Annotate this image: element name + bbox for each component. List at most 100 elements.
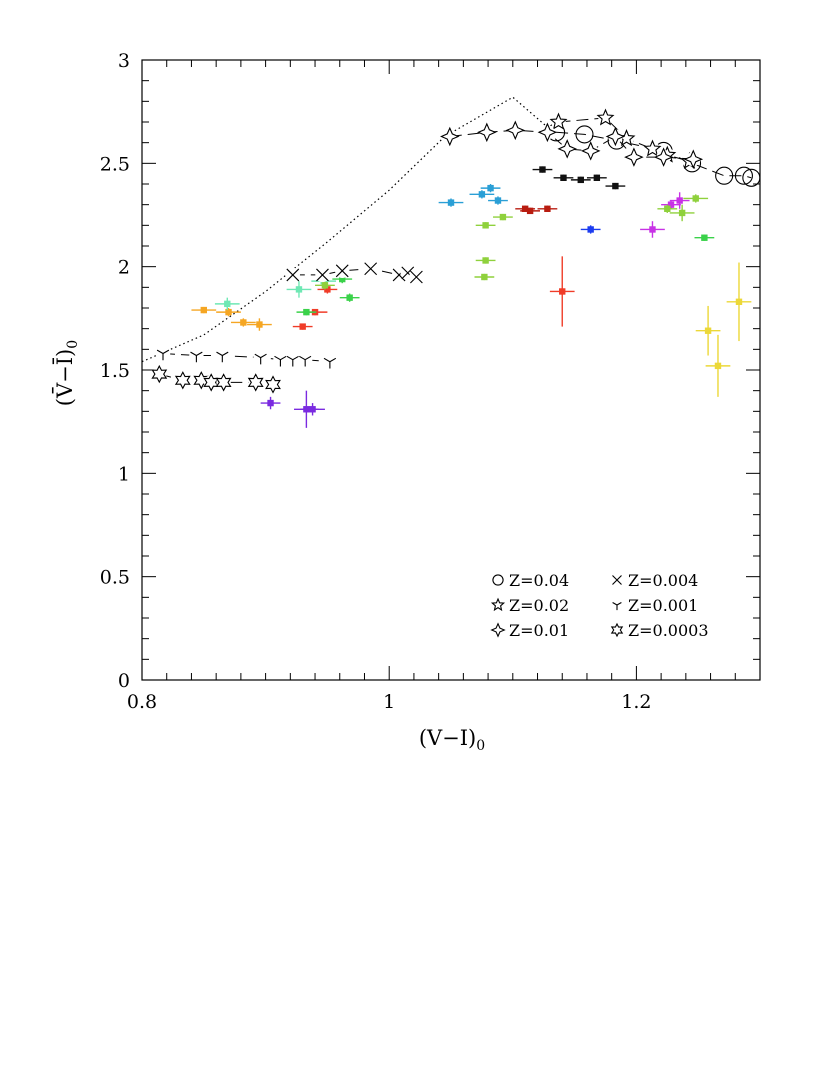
observation-point [438,198,464,207]
observation-marker [487,184,494,192]
observation-point [726,262,752,342]
observation-marker [692,195,699,202]
model-marker-star4 [505,120,526,141]
observation-marker [612,182,619,190]
observation-marker [200,306,207,314]
model-marker-mask [540,125,555,140]
model-marker-star4 [477,122,497,143]
model-series [549,108,699,169]
observation-marker [593,174,601,181]
model-marker-mask [686,152,701,167]
model-marker-star6 [151,364,168,384]
model-marker-tri [254,353,267,365]
dotted-model-curve [141,96,552,363]
observation-point [694,234,715,241]
model-marker-x [286,268,300,282]
model-marker-tri [216,351,229,363]
y-axis-label: (V̄−Ī)0 [52,340,81,406]
legend-entry: Z=0.0003 [610,621,709,640]
observation-point [640,221,665,238]
observation-marker [678,209,686,217]
model-marker-circle [734,166,753,185]
x-axis-label: (V−I)0 [419,726,485,754]
model-marker-mask [626,149,642,165]
observation-point [339,293,360,302]
observation-point [669,192,690,209]
observation-marker [267,399,274,407]
model-marker-star5 [596,108,615,126]
model-marker-mask [559,141,575,157]
observation-marker [701,234,708,241]
model-marker-circle [715,166,734,185]
observation-marker [544,205,551,212]
observation-marker [560,174,567,181]
legend-marker-star6 [610,622,624,638]
observation-point [300,403,325,416]
model-marker-tri [274,355,287,367]
model-marker-x [316,268,329,282]
observation-marker [295,286,303,293]
model-series [285,261,424,285]
observation-point [586,174,607,181]
y-tick-label: 2 [118,257,130,279]
observation-marker [704,327,712,334]
observation-point [475,222,496,229]
observation-point [493,213,513,221]
observation-marker [539,166,546,173]
observation-point [214,297,240,311]
model-series [155,346,338,369]
legend-marker-x [612,575,622,585]
observation-marker [447,199,455,206]
observation-point [553,174,574,181]
observation-marker [225,308,232,316]
observation-point [537,205,558,212]
model-marker-tri [156,349,170,361]
observation-point [286,281,312,298]
observation-marker [667,201,675,208]
model-marker-mask [608,129,623,144]
observation-marker [240,319,247,326]
model-marker-star4 [557,139,577,159]
observation-point [480,184,501,193]
model-marker-star5 [643,139,662,157]
model-marker-star6 [215,373,232,392]
observation-point [520,207,540,215]
model-marker-tri [323,357,337,369]
model-marker-tri [299,355,312,367]
legend-marker-circle [492,574,504,586]
model-marker-mask [479,125,495,140]
legend-entry: Z=0.004 [612,571,698,590]
observation-point [475,257,496,264]
observation-point [216,308,241,317]
y-tick-label: 1 [118,463,130,485]
observation-point [669,204,695,222]
observation-marker [577,176,584,184]
observation-marker [324,286,331,293]
observation-point [488,196,508,205]
model-marker-x [364,262,378,276]
observation-marker [649,226,656,233]
model-marker-tri [286,355,299,367]
observation-point [705,334,731,397]
observation-point [191,306,217,314]
observation-marker [256,321,263,328]
model-marker-star6 [265,375,281,394]
legend-marker-star4 [490,622,506,638]
model-track-line [558,117,690,162]
observation-marker [526,207,534,215]
model-marker-x [410,270,423,284]
observation-point [532,166,553,173]
model-marker-mask [656,149,671,165]
model-marker-mask [442,129,457,144]
model-marker-star4 [580,141,601,161]
x-tick-label: 1.2 [621,691,651,713]
observation-marker [303,308,310,316]
model-marker-star4 [537,122,558,143]
y-tick-label: 2.5 [100,153,130,175]
model-marker-star4 [440,126,460,147]
x-tick-label: 1 [383,691,395,713]
observation-point [247,318,272,331]
model-marker-mask [508,123,523,138]
observation-point [580,225,601,234]
